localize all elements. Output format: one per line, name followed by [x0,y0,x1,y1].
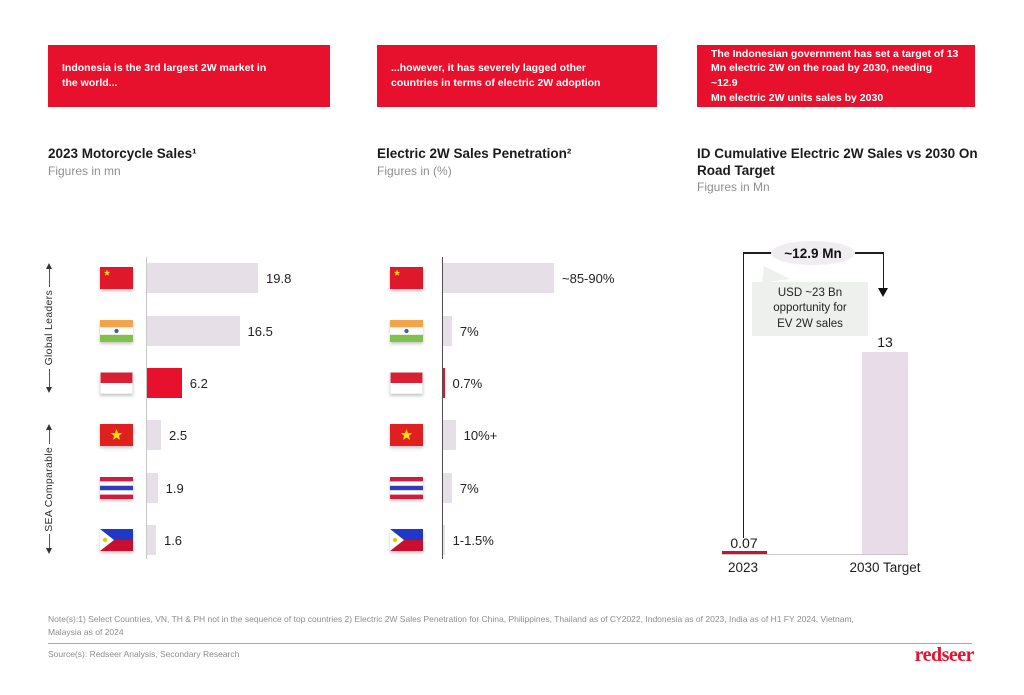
bar-value: 10%+ [463,427,498,443]
group-line [48,269,50,288]
chart1-title: 2023 Motorcycle Sales¹ [48,146,197,161]
penetration-row-thailand: 7% [443,473,479,503]
flag-philippines-icon [100,529,133,551]
bar-china-penetration [443,263,554,293]
bar-china-sales [147,263,258,293]
penetration-row-vietnam: 10%+ [443,420,497,450]
bracket-left-line [742,252,744,538]
bar-2030-target [862,352,908,554]
header-box-3: The Indonesian government has set a targ… [697,45,975,107]
bar-value-2023: 0.07 [730,535,758,551]
bar-philippines-penetration [443,525,445,555]
penetration-row-china: ~85-90% [443,263,614,293]
bar-vietnam-sales [147,420,161,450]
bar-value: 7% [459,323,479,339]
bar-value-2030: 13 [877,334,893,350]
group-line [48,534,50,548]
flag-china-icon [390,267,423,289]
header-box-2: ...however, it has severely lagged other… [377,45,657,107]
bar-value: 2.5 [169,427,188,443]
bar-value: 19.8 [266,270,292,286]
chart2-title: Electric 2W Sales Penetration² [377,146,572,161]
x-label-2030-target: 2030 Target [849,560,921,575]
bar-india-sales [147,316,240,346]
flag-china-icon [100,267,133,289]
source-text: Source(s): Redseer Analysis, Secondary R… [48,649,240,659]
arrow-down-icon [878,288,888,297]
bar-philippines-sales [147,525,156,555]
chart3-x-axis [722,554,908,555]
group-line [48,368,50,388]
flag-philippines-icon [390,529,423,551]
flag-thailand-icon [390,477,423,499]
bar-row-india: 16.5 [147,316,273,346]
chart2-subtitle: Figures in (%) [377,164,452,178]
chart1-subtitle: Figures in mn [48,164,121,178]
bar-row-vietnam: 2.5 [147,420,187,450]
group-label-sea-comparable: SEA Comparable [41,424,57,554]
bracket-top-line [851,252,884,254]
arrow-up-icon [46,263,52,269]
chart3-title: ID Cumulative Electric 2W Sales vs 2030 … [697,146,978,178]
group-label-global-leaders: Global Leaders [41,263,57,394]
penetration-row-indonesia: 0.7% [443,368,482,398]
bar-2023-sales [722,551,767,554]
bar-value: 6.2 [189,375,208,391]
callout-tail-icon [762,266,790,283]
group-line [48,430,50,444]
bar-value: 1.9 [165,480,184,496]
bar-value: 1-1.5% [452,532,494,548]
bar-value: ~85-90% [562,270,615,286]
penetration-row-india: 7% [443,316,479,346]
arrow-down-icon [46,548,52,554]
bar-thailand-sales [147,473,158,503]
bar-row-thailand: 1.9 [147,473,184,503]
bracket-right-line [882,252,884,288]
bar-india-penetration [443,316,452,346]
footer-divider [48,643,972,644]
bar-indonesia-penetration [443,368,445,398]
footnote: Note(s):1) Select Countries, VN, TH & PH… [48,614,854,638]
arrow-down-icon [46,387,52,394]
bar-row-philippines: 1.6 [147,525,182,555]
group-label-text: SEA Comparable [43,446,55,532]
chart3-subtitle: Figures in Mn [697,180,770,194]
flag-india-icon [390,320,423,342]
group-label-text: Global Leaders [43,290,55,366]
redseer-logo: redseer [914,644,975,666]
flag-vietnam-icon [100,424,133,446]
chart2-axis [442,257,443,559]
flag-indonesia-icon [100,372,133,394]
bar-indonesia-sales [147,368,182,398]
header-box-1: Indonesia is the 3rd largest 2W market i… [48,45,330,107]
bar-vietnam-penetration [443,420,456,450]
flag-indonesia-icon [390,372,423,394]
flag-vietnam-icon [390,424,423,446]
chart1-axis [146,257,147,559]
x-label-2023: 2023 [727,560,759,575]
flag-thailand-icon [100,477,133,499]
bar-row-indonesia: 6.2 [147,368,208,398]
bar-row-china: 19.8 [147,263,291,293]
bar-value: 7% [459,480,479,496]
bar-value: 0.7% [452,375,483,391]
delta-annotation: ~12.9 Mn [771,241,855,265]
flag-india-icon [100,320,133,342]
bar-value: 1.6 [163,532,183,548]
penetration-row-philippines: 1-1.5% [443,525,494,555]
arrow-up-icon [46,424,52,430]
bar-value: 16.5 [247,323,273,339]
bar-thailand-penetration [443,473,452,503]
opportunity-callout: USD ~23 Bn opportunity for EV 2W sales [752,282,868,336]
bracket-top-line [743,252,775,254]
